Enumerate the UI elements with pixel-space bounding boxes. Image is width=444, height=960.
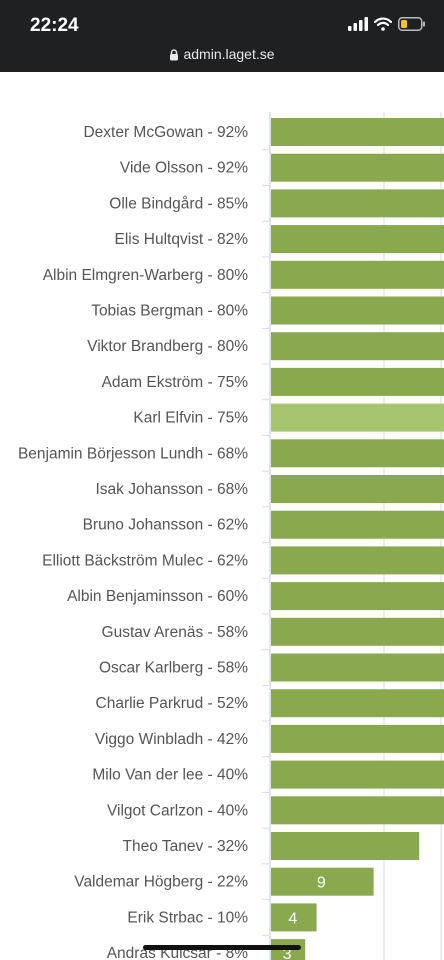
bar[interactable] <box>271 724 444 753</box>
bar[interactable] <box>271 367 444 396</box>
cellular-signal-icon <box>348 17 368 31</box>
bar-value-label: 3 <box>283 946 292 960</box>
category-label: Olle Bindgård - 85% <box>109 195 248 212</box>
bar-value-label: 4 <box>288 910 297 927</box>
category-label: Tobias Bergman - 80% <box>91 303 248 320</box>
category-label: Benjamin Börjesson Lundh - 68% <box>18 445 248 462</box>
category-label: Dexter McGowan - 92% <box>83 124 248 141</box>
category-label: Elis Hultqvist - 82% <box>114 231 248 248</box>
category-label: Albin Benjaminsson - 60% <box>67 588 248 605</box>
browser-status-bar: 22:24 admin.laget.se <box>0 0 444 72</box>
bar[interactable] <box>271 225 444 254</box>
bar[interactable] <box>271 153 444 182</box>
category-label: Elliott Bäckström Mulec - 62% <box>42 552 248 569</box>
bar[interactable] <box>271 189 444 218</box>
bar[interactable] <box>271 118 444 146</box>
bar[interactable] <box>271 832 420 860</box>
category-label: Vide Olsson - 92% <box>120 160 248 177</box>
category-label: Gustav Arenäs - 58% <box>102 624 249 641</box>
category-label: Viggo Winbladh - 42% <box>95 731 248 748</box>
bar-value-label: 9 <box>317 875 326 892</box>
bar[interactable] <box>271 760 444 789</box>
category-label: Viktor Brandberg - 80% <box>87 338 248 355</box>
bar[interactable] <box>271 332 444 361</box>
lock-icon <box>170 49 179 61</box>
category-label: Isak Johansson - 68% <box>95 481 248 498</box>
bar[interactable] <box>271 653 444 682</box>
bar[interactable] <box>271 796 444 825</box>
wifi-icon <box>374 17 392 31</box>
bar[interactable] <box>271 439 444 468</box>
bar[interactable] <box>271 903 317 932</box>
category-label: Valdemar Högberg - 22% <box>74 874 248 891</box>
chart-category-labels: Dexter McGowan - 92% Vide Olsson - 92% Oll… <box>18 124 326 960</box>
bar[interactable] <box>271 546 444 575</box>
chart-bars <box>271 118 444 960</box>
bar[interactable] <box>271 475 444 503</box>
home-indicator <box>143 945 301 950</box>
bar[interactable] <box>271 296 444 325</box>
category-label: Adam Ekström - 75% <box>102 374 249 391</box>
bar[interactable] <box>271 260 444 289</box>
address-bar[interactable]: admin.laget.se <box>0 46 444 62</box>
attendance-bar-chart: Dexter McGowan - 92% Vide Olsson - 92% Oll… <box>18 112 444 960</box>
bar[interactable] <box>271 617 444 646</box>
category-label: Vilgot Carlzon - 40% <box>107 802 248 819</box>
category-label: Charlie Parkrud - 52% <box>96 695 249 712</box>
bar[interactable] <box>271 689 444 718</box>
clock-time: 22:24 <box>30 15 79 36</box>
category-label: Bruno Johansson - 62% <box>83 517 249 534</box>
category-label: Milo Van der lee - 40% <box>92 767 248 784</box>
category-label: Karl Elfvin - 75% <box>133 410 248 427</box>
battery-icon <box>398 17 425 31</box>
category-label: Albin Elmgren-Warberg - 80% <box>43 267 249 284</box>
category-label: Oscar Karlberg - 58% <box>99 660 248 677</box>
bar[interactable] <box>271 403 444 432</box>
bar[interactable] <box>271 510 444 539</box>
url-text: admin.laget.se <box>183 46 275 62</box>
bar[interactable] <box>271 582 444 611</box>
bar[interactable] <box>271 867 374 896</box>
category-label: Theo Tanev - 32% <box>122 838 248 855</box>
category-label: Erik Strbac - 10% <box>127 909 248 926</box>
status-icons <box>348 17 426 31</box>
chart-container: Dexter McGowan - 92% Vide Olsson - 92% Oll… <box>0 72 444 960</box>
